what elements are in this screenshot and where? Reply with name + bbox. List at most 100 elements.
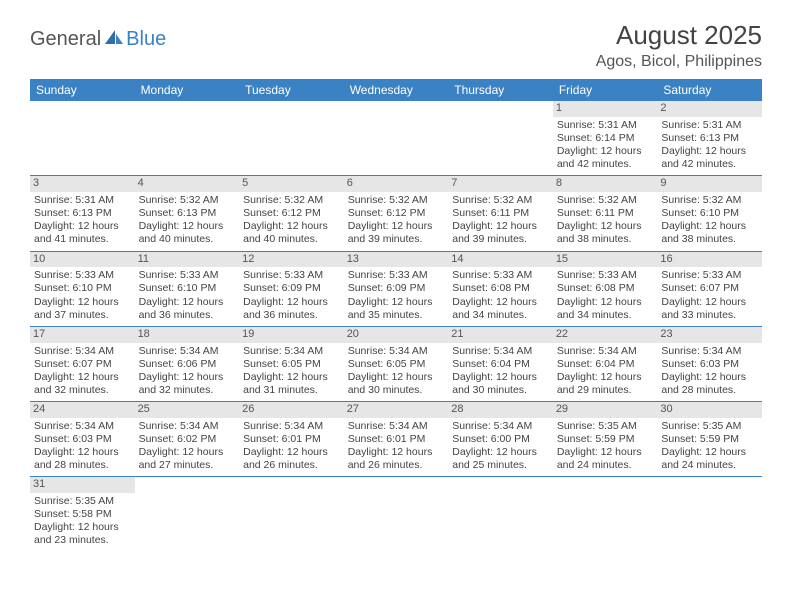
day-number: 16 — [657, 252, 762, 268]
calendar-cell: 10Sunrise: 5:33 AMSunset: 6:10 PMDayligh… — [30, 251, 135, 326]
calendar-cell — [30, 101, 135, 176]
sunset-text: Sunset: 6:11 PM — [452, 207, 549, 220]
sunrise-text: Sunrise: 5:32 AM — [348, 194, 445, 207]
sunset-text: Sunset: 6:01 PM — [348, 433, 445, 446]
daylight-text: Daylight: 12 hours and 24 minutes. — [661, 446, 758, 472]
sunrise-text: Sunrise: 5:34 AM — [34, 420, 131, 433]
sunset-text: Sunset: 6:13 PM — [661, 132, 758, 145]
daylight-text: Daylight: 12 hours and 25 minutes. — [452, 446, 549, 472]
day-number: 11 — [135, 252, 240, 268]
sunset-text: Sunset: 6:10 PM — [661, 207, 758, 220]
sunset-text: Sunset: 6:13 PM — [34, 207, 131, 220]
calendar-cell: 26Sunrise: 5:34 AMSunset: 6:01 PMDayligh… — [239, 402, 344, 477]
daylight-text: Daylight: 12 hours and 29 minutes. — [557, 371, 654, 397]
calendar-row: 31Sunrise: 5:35 AMSunset: 5:58 PMDayligh… — [30, 477, 762, 552]
daylight-text: Daylight: 12 hours and 40 minutes. — [139, 220, 236, 246]
sunrise-text: Sunrise: 5:31 AM — [557, 119, 654, 132]
sunrise-text: Sunrise: 5:32 AM — [557, 194, 654, 207]
calendar-cell: 11Sunrise: 5:33 AMSunset: 6:10 PMDayligh… — [135, 251, 240, 326]
calendar-cell: 23Sunrise: 5:34 AMSunset: 6:03 PMDayligh… — [657, 326, 762, 401]
sunset-text: Sunset: 6:09 PM — [348, 282, 445, 295]
daylight-text: Daylight: 12 hours and 37 minutes. — [34, 296, 131, 322]
day-number: 9 — [657, 176, 762, 192]
calendar-cell — [239, 477, 344, 552]
sunrise-text: Sunrise: 5:32 AM — [139, 194, 236, 207]
sunrise-text: Sunrise: 5:34 AM — [243, 345, 340, 358]
sunset-text: Sunset: 6:05 PM — [348, 358, 445, 371]
daylight-text: Daylight: 12 hours and 30 minutes. — [452, 371, 549, 397]
calendar-cell: 18Sunrise: 5:34 AMSunset: 6:06 PMDayligh… — [135, 326, 240, 401]
calendar-cell: 1 Sunrise: 5:31 AMSunset: 6:14 PMDaylight… — [553, 101, 658, 176]
sunrise-text: Sunrise: 5:34 AM — [34, 345, 131, 358]
sunset-text: Sunset: 6:01 PM — [243, 433, 340, 446]
daylight-text: Daylight: 12 hours and 24 minutes. — [557, 446, 654, 472]
day-number: 8 — [553, 176, 658, 192]
calendar-cell — [448, 477, 553, 552]
sunrise-text: Sunrise: 5:32 AM — [452, 194, 549, 207]
col-friday: Friday — [553, 79, 658, 101]
calendar-cell: 25Sunrise: 5:34 AMSunset: 6:02 PMDayligh… — [135, 402, 240, 477]
calendar-cell: 5Sunrise: 5:32 AMSunset: 6:12 PMDaylight… — [239, 176, 344, 251]
calendar-cell: 13Sunrise: 5:33 AMSunset: 6:09 PMDayligh… — [344, 251, 449, 326]
daylight-text: Daylight: 12 hours and 33 minutes. — [661, 296, 758, 322]
daylight-text: Daylight: 12 hours and 42 minutes. — [557, 145, 654, 171]
sunset-text: Sunset: 6:04 PM — [557, 358, 654, 371]
daylight-text: Daylight: 12 hours and 42 minutes. — [661, 145, 758, 171]
sunrise-text: Sunrise: 5:35 AM — [557, 420, 654, 433]
page-title: August 2025 — [596, 20, 762, 51]
day-number: 3 — [30, 176, 135, 192]
col-saturday: Saturday — [657, 79, 762, 101]
calendar-row: 1Sunrise: 5:31 AMSunset: 6:14 PMDaylight… — [30, 101, 762, 176]
calendar-cell: 6Sunrise: 5:32 AMSunset: 6:12 PMDaylight… — [344, 176, 449, 251]
day-number: 7 — [448, 176, 553, 192]
calendar-cell: 29Sunrise: 5:35 AMSunset: 5:59 PMDayligh… — [553, 402, 658, 477]
sunset-text: Sunset: 5:59 PM — [661, 433, 758, 446]
sunset-text: Sunset: 6:10 PM — [34, 282, 131, 295]
calendar-table: Sunday Monday Tuesday Wednesday Thursday… — [30, 79, 762, 552]
sunset-text: Sunset: 6:03 PM — [661, 358, 758, 371]
sail-icon — [103, 28, 125, 51]
daylight-text: Daylight: 12 hours and 36 minutes. — [243, 296, 340, 322]
calendar-cell: 21Sunrise: 5:34 AMSunset: 6:04 PMDayligh… — [448, 326, 553, 401]
sunset-text: Sunset: 6:13 PM — [139, 207, 236, 220]
calendar-cell: 4Sunrise: 5:32 AMSunset: 6:13 PMDaylight… — [135, 176, 240, 251]
day-number: 31 — [30, 477, 135, 493]
day-number: 30 — [657, 402, 762, 418]
daylight-text: Daylight: 12 hours and 40 minutes. — [243, 220, 340, 246]
day-number: 19 — [239, 327, 344, 343]
day-number: 14 — [448, 252, 553, 268]
sunset-text: Sunset: 6:04 PM — [452, 358, 549, 371]
day-number: 15 — [553, 252, 658, 268]
calendar-cell: 8 Sunrise: 5:32 AMSunset: 6:11 PMDaylight… — [553, 176, 658, 251]
sunset-text: Sunset: 6:14 PM — [557, 132, 654, 145]
sunrise-text: Sunrise: 5:34 AM — [348, 420, 445, 433]
calendar-cell: 28Sunrise: 5:34 AMSunset: 6:00 PMDayligh… — [448, 402, 553, 477]
sunrise-text: Sunrise: 5:32 AM — [243, 194, 340, 207]
calendar-cell: 31Sunrise: 5:35 AMSunset: 5:58 PMDayligh… — [30, 477, 135, 552]
calendar-cell: 27Sunrise: 5:34 AMSunset: 6:01 PMDayligh… — [344, 402, 449, 477]
day-number: 1 — [553, 101, 658, 117]
sunrise-text: Sunrise: 5:33 AM — [661, 269, 758, 282]
daylight-text: Daylight: 12 hours and 38 minutes. — [557, 220, 654, 246]
calendar-cell: 24Sunrise: 5:34 AMSunset: 6:03 PMDayligh… — [30, 402, 135, 477]
daylight-text: Daylight: 12 hours and 39 minutes. — [452, 220, 549, 246]
calendar-cell — [448, 101, 553, 176]
sunrise-text: Sunrise: 5:31 AM — [34, 194, 131, 207]
day-number: 2 — [657, 101, 762, 117]
sunset-text: Sunset: 6:10 PM — [139, 282, 236, 295]
calendar-cell: 19Sunrise: 5:34 AMSunset: 6:05 PMDayligh… — [239, 326, 344, 401]
sunrise-text: Sunrise: 5:33 AM — [557, 269, 654, 282]
sunrise-text: Sunrise: 5:34 AM — [139, 420, 236, 433]
daylight-text: Daylight: 12 hours and 41 minutes. — [34, 220, 131, 246]
day-number: 23 — [657, 327, 762, 343]
calendar-cell: 9Sunrise: 5:32 AMSunset: 6:10 PMDaylight… — [657, 176, 762, 251]
daylight-text: Daylight: 12 hours and 28 minutes. — [661, 371, 758, 397]
sunset-text: Sunset: 6:11 PM — [557, 207, 654, 220]
daylight-text: Daylight: 12 hours and 32 minutes. — [139, 371, 236, 397]
day-number: 13 — [344, 252, 449, 268]
col-thursday: Thursday — [448, 79, 553, 101]
daylight-text: Daylight: 12 hours and 39 minutes. — [348, 220, 445, 246]
sunrise-text: Sunrise: 5:33 AM — [139, 269, 236, 282]
sunrise-text: Sunrise: 5:35 AM — [34, 495, 131, 508]
calendar-cell — [135, 101, 240, 176]
